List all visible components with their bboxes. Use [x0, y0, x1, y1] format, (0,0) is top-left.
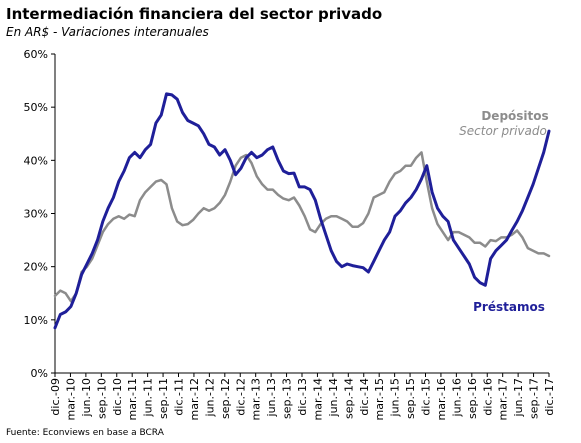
x-tick-label: jun.-13	[265, 378, 278, 417]
y-tick-label: 30%	[24, 208, 48, 221]
x-tick-label: dic.-10	[111, 378, 124, 416]
prestamos-label: Préstamos	[473, 300, 545, 314]
y-axis: 0% 10% 20% 30% 40% 50% 60%	[24, 48, 56, 380]
x-tick-label: mar.-16	[435, 378, 448, 420]
x-tick-label: dic.-09	[49, 378, 62, 416]
x-tick-label: jun.-12	[203, 378, 216, 417]
x-tick-label: jun.-16	[450, 378, 463, 417]
x-tick-label: jun.-17	[512, 378, 525, 417]
x-tick-label: mar.-13	[250, 378, 263, 420]
x-tick-label: dic.-11	[173, 378, 186, 416]
x-tick-label: sep.-11	[157, 378, 170, 419]
x-tick-label: jun.-11	[142, 378, 155, 417]
x-tick-label: mar.-10	[64, 378, 77, 420]
depositos-line	[53, 151, 551, 303]
x-tick-label: sep.-17	[528, 378, 541, 419]
y-tick-label: 40%	[24, 154, 48, 167]
x-tick-label: dic.-13	[296, 378, 309, 416]
series-labels: Depósitos Sector privado Préstamos	[459, 109, 549, 314]
x-tick-label: mar.-11	[126, 378, 139, 420]
prestamos-line	[53, 92, 551, 330]
y-tick-label: 10%	[24, 314, 48, 327]
series-lines	[53, 92, 551, 330]
source-note: Fuente: Econviews en base a BCRA	[6, 428, 164, 438]
x-tick-label: mar.-12	[188, 378, 201, 420]
x-tick-label: mar.-17	[497, 378, 510, 420]
x-tick-label: dic.-14	[358, 378, 371, 416]
x-tick-label: jun.-14	[327, 378, 340, 417]
x-tick-label: sep.-13	[281, 378, 294, 419]
x-tick-label: dic.-16	[481, 378, 494, 416]
x-axis: dic.-09 mar.-10 jun.-10 sep.-10 dic.-10 mar.-…	[49, 372, 556, 420]
x-tick-label: dic.-15	[420, 378, 433, 416]
x-tick-label: jun.-10	[80, 378, 93, 417]
x-tick-label: dic.-12	[234, 378, 247, 416]
x-tick-label: sep.-12	[219, 378, 232, 419]
x-tick-label: sep.-14	[342, 378, 355, 419]
y-tick-label: 60%	[24, 48, 48, 61]
y-tick-label: 50%	[24, 101, 48, 114]
depositos-sub-label: Sector privado	[459, 124, 547, 138]
depositos-label: Depósitos	[481, 109, 548, 123]
x-tick-label: mar.-14	[311, 378, 324, 420]
x-tick-label: dic.-17	[543, 378, 556, 416]
x-tick-label: sep.-16	[466, 378, 479, 419]
x-tick-label: mar.-15	[373, 378, 386, 420]
y-tick-label: 0%	[31, 367, 48, 380]
x-tick-label: jun.-15	[389, 378, 402, 417]
chart-subtitle: En AR$ - Variaciones interanuales	[6, 25, 209, 39]
y-tick-label: 20%	[24, 261, 48, 274]
chart-title: Intermediación financiera del sector pri…	[6, 5, 383, 23]
x-tick-label: sep.-10	[95, 378, 108, 419]
x-tick-label: sep.-15	[404, 378, 417, 419]
